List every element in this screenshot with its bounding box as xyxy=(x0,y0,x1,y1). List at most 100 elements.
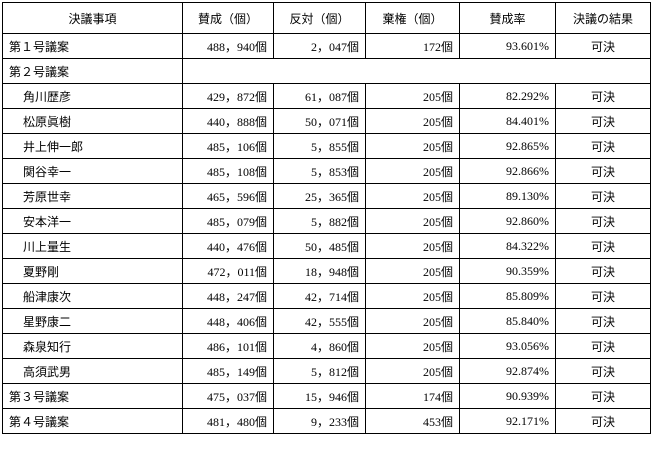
results-table: 決議事項 賛成（個） 反対（個） 棄権（個） 賛成率 決議の結果 第１号議案 488，940… xyxy=(2,2,651,434)
cell: 486，101個 xyxy=(182,333,274,359)
cell: 205個 xyxy=(365,358,460,384)
row-label: 関谷幸一 xyxy=(2,158,183,184)
cell: 84.322% xyxy=(459,233,556,259)
table-row: 芳原世幸 465，596個 25，365個 205個 89.130% 可決 xyxy=(2,183,651,209)
cell: 205個 xyxy=(365,333,460,359)
table-row: 森泉知行 486，101個 4，860個 205個 93.056% 可決 xyxy=(2,333,651,359)
cell: 453個 xyxy=(365,408,460,434)
cell: 205個 xyxy=(365,133,460,159)
cell: 50，485個 xyxy=(273,233,366,259)
row-label: 芳原世幸 xyxy=(2,183,183,209)
table-row: 第３号議案 475，037個 15，946個 174個 90.939% 可決 xyxy=(2,383,651,409)
cell: 481，480個 xyxy=(182,408,274,434)
cell: 485，106個 xyxy=(182,133,274,159)
cell: 92.860% xyxy=(459,208,556,234)
table-row: 第４号議案 481，480個 9，233個 453個 92.171% 可決 xyxy=(2,408,651,434)
cell: 18，948個 xyxy=(273,258,366,284)
cell: 485，108個 xyxy=(182,158,274,184)
table-row: 角川歴彦 429，872個 61，087個 205個 82.292% 可決 xyxy=(2,83,651,109)
row-label: 川上量生 xyxy=(2,233,183,259)
table-row: 川上量生 440，476個 50，485個 205個 84.322% 可決 xyxy=(2,233,651,259)
cell: 可決 xyxy=(555,33,651,59)
cell: 25，365個 xyxy=(273,183,366,209)
row-label: 船津康次 xyxy=(2,283,183,309)
cell: 485，149個 xyxy=(182,358,274,384)
cell: 可決 xyxy=(555,208,651,234)
cell: 89.130% xyxy=(459,183,556,209)
row-label: 松原眞樹 xyxy=(2,108,183,134)
cell: 84.401% xyxy=(459,108,556,134)
cell: 可決 xyxy=(555,358,651,384)
row-label: 高須武男 xyxy=(2,358,183,384)
cell: 可決 xyxy=(555,283,651,309)
cell: 可決 xyxy=(555,158,651,184)
header-cell: 反対（個） xyxy=(273,2,366,34)
header-cell: 棄権（個） xyxy=(365,2,460,34)
cell: 465，596個 xyxy=(182,183,274,209)
table-row: 松原眞樹 440，888個 50，071個 205個 84.401% 可決 xyxy=(2,108,651,134)
table-row: 井上伸一郎 485，106個 5，855個 205個 92.865% 可決 xyxy=(2,133,651,159)
cell: 205個 xyxy=(365,283,460,309)
cell: 485，079個 xyxy=(182,208,274,234)
cell: 82.292% xyxy=(459,83,556,109)
cell: 85.809% xyxy=(459,283,556,309)
row-label: 安本洋一 xyxy=(2,208,183,234)
table-row: 第２号議案 xyxy=(2,58,651,84)
header-cell: 決議事項 xyxy=(2,2,183,34)
table-row: 船津康次 448，247個 42，714個 205個 85.809% 可決 xyxy=(2,283,651,309)
cell: 92.874% xyxy=(459,358,556,384)
row-label: 角川歴彦 xyxy=(2,83,183,109)
row-label: 井上伸一郎 xyxy=(2,133,183,159)
header-cell: 賛成（個） xyxy=(182,2,274,34)
cell: 429，872個 xyxy=(182,83,274,109)
row-label: 第４号議案 xyxy=(2,408,183,434)
cell: 可決 xyxy=(555,183,651,209)
row-label: 第２号議案 xyxy=(2,58,183,84)
empty-cell xyxy=(182,58,651,84)
row-label: 森泉知行 xyxy=(2,333,183,359)
cell: 472，011個 xyxy=(182,258,274,284)
cell: 5，853個 xyxy=(273,158,366,184)
cell: 2，047個 xyxy=(273,33,366,59)
cell: 可決 xyxy=(555,83,651,109)
cell: 61，087個 xyxy=(273,83,366,109)
row-label: 星野康二 xyxy=(2,308,183,334)
cell: 可決 xyxy=(555,383,651,409)
cell: 205個 xyxy=(365,83,460,109)
table-row: 高須武男 485，149個 5，812個 205個 92.874% 可決 xyxy=(2,358,651,384)
table-row: 第１号議案 488，940個 2，047個 172個 93.601% 可決 xyxy=(2,33,651,59)
header-cell: 決議の結果 xyxy=(555,2,651,34)
cell: 488，940個 xyxy=(182,33,274,59)
cell: 可決 xyxy=(555,133,651,159)
cell: 5，855個 xyxy=(273,133,366,159)
cell: 85.840% xyxy=(459,308,556,334)
table-row: 関谷幸一 485，108個 5，853個 205個 92.866% 可決 xyxy=(2,158,651,184)
cell: 9，233個 xyxy=(273,408,366,434)
row-label: 第１号議案 xyxy=(2,33,183,59)
cell: 92.171% xyxy=(459,408,556,434)
cell: 205個 xyxy=(365,233,460,259)
cell: 448，406個 xyxy=(182,308,274,334)
cell: 448，247個 xyxy=(182,283,274,309)
table-row: 星野康二 448，406個 42，555個 205個 85.840% 可決 xyxy=(2,308,651,334)
table-row: 安本洋一 485，079個 5，882個 205個 92.860% 可決 xyxy=(2,208,651,234)
cell: 172個 xyxy=(365,33,460,59)
cell: 可決 xyxy=(555,233,651,259)
cell: 90.939% xyxy=(459,383,556,409)
cell: 205個 xyxy=(365,258,460,284)
cell: 可決 xyxy=(555,333,651,359)
cell: 92.866% xyxy=(459,158,556,184)
cell: 可決 xyxy=(555,308,651,334)
cell: 93.601% xyxy=(459,33,556,59)
header-row: 決議事項 賛成（個） 反対（個） 棄権（個） 賛成率 決議の結果 xyxy=(2,2,651,34)
cell: 5，812個 xyxy=(273,358,366,384)
cell: 205個 xyxy=(365,208,460,234)
header-cell: 賛成率 xyxy=(459,2,556,34)
cell: 4，860個 xyxy=(273,333,366,359)
cell: 93.056% xyxy=(459,333,556,359)
table-row: 夏野剛 472，011個 18，948個 205個 90.359% 可決 xyxy=(2,258,651,284)
cell: 15，946個 xyxy=(273,383,366,409)
cell: 50，071個 xyxy=(273,108,366,134)
cell: 5，882個 xyxy=(273,208,366,234)
